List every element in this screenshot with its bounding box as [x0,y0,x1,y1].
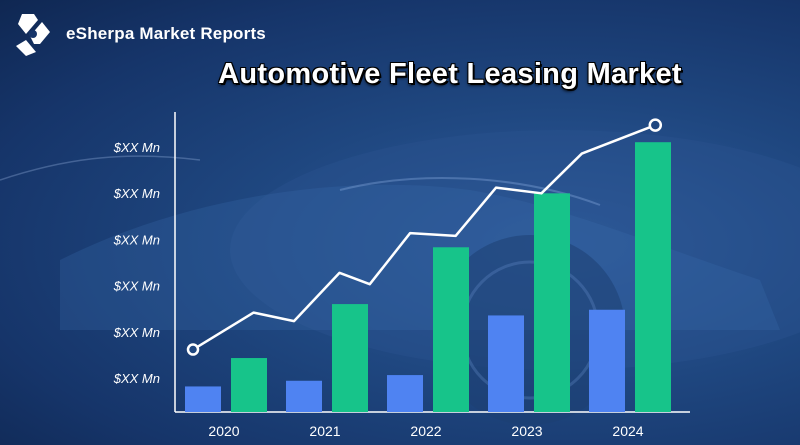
bar-green-2024 [635,142,671,412]
trend-end-point [648,118,663,132]
trend-line [186,118,663,356]
y-tick-label: $XX Mn [113,140,160,155]
bar-blue-2024 [589,309,625,412]
brand: eSherpa Market Reports [8,10,266,58]
esherpa-logo-icon [16,14,50,56]
x-tick-label: 2024 [612,423,643,439]
bar-green-2022 [433,247,469,412]
brand-name: eSherpa Market Reports [66,24,266,43]
chart-title: Automotive Fleet Leasing Market [218,58,682,90]
y-tick-label: $XX Mn [113,279,160,294]
x-tick-label: 2020 [208,423,239,439]
y-tick-label: $XX Mn [113,325,160,340]
bar-blue-2021 [286,380,322,412]
x-tick-label: 2023 [511,423,542,439]
y-tick-label: $XX Mn [113,371,160,386]
bar-blue-2022 [387,375,423,412]
bar-green-2023 [534,193,570,412]
bars [185,142,671,412]
bar-blue-2023 [488,315,524,412]
x-axis-tick-labels: 2020 2021 2022 2023 2024 [208,423,643,439]
trend-polyline [192,123,656,351]
trend-start-point [186,343,200,356]
bar-blue-2020 [185,386,221,412]
y-tick-label: $XX Mn [113,186,160,201]
y-axis-tick-labels: $XX Mn $XX Mn $XX Mn $XX Mn $XX Mn $XX Mn [113,140,160,386]
bar-green-2021 [332,304,368,412]
x-tick-label: 2021 [309,423,340,439]
y-tick-label: $XX Mn [113,232,160,247]
bar-green-2020 [231,358,267,412]
x-tick-label: 2022 [410,423,441,439]
